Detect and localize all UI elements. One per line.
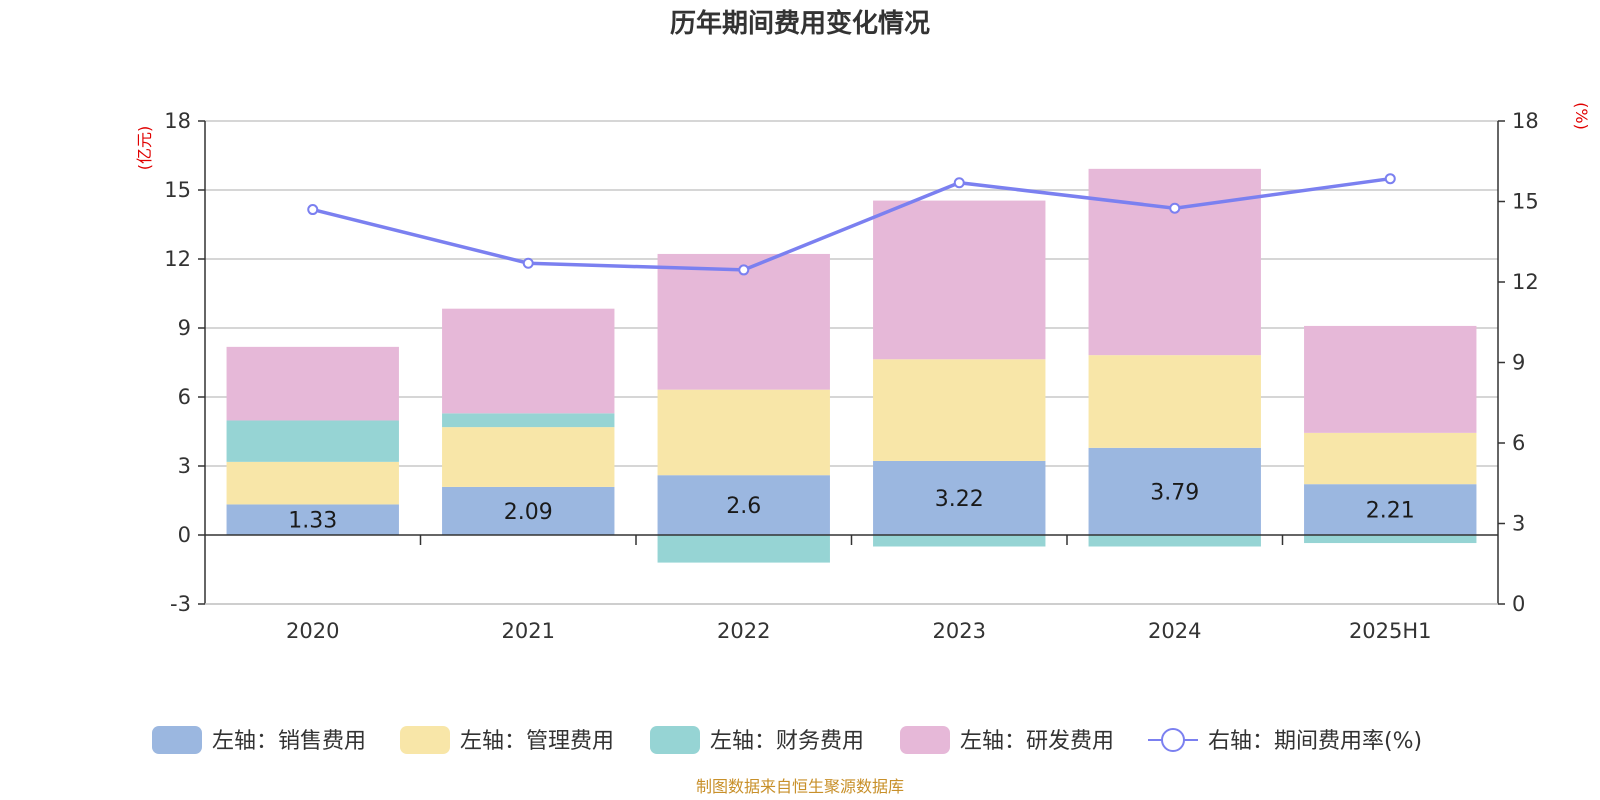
- bar: [442, 486, 615, 535]
- category-label: 2022: [717, 619, 770, 643]
- data-label: 2.09: [504, 500, 553, 525]
- chart-title: 历年期间费用变化情况: [670, 8, 930, 39]
- rate-point: [1384, 173, 1396, 185]
- category-label: 2025H1: [1349, 619, 1432, 643]
- bar: [873, 460, 1046, 535]
- bar: [1304, 325, 1477, 433]
- bar: [873, 200, 1046, 360]
- category-label: 2021: [502, 619, 555, 643]
- bar: [657, 253, 830, 390]
- bar: [657, 535, 830, 563]
- left-tick-label: 9: [178, 316, 191, 340]
- data-label: 3.22: [935, 487, 984, 512]
- category-label: 2024: [1148, 619, 1201, 643]
- data-label: 1.33: [288, 509, 337, 534]
- left-tick-label: 18: [164, 109, 191, 133]
- data-labels: 1.33 2.09 2.6 3.22 3.79 2.21: [288, 480, 1414, 533]
- bar: [657, 475, 830, 535]
- bar: [873, 359, 1046, 461]
- category-label: 2023: [933, 619, 986, 643]
- bar: [226, 346, 399, 421]
- legend-item: 左轴：研发费用: [900, 726, 1114, 754]
- bar: [1088, 535, 1261, 547]
- rate-line-path: [312, 176, 1391, 272]
- category-label: 2020: [286, 619, 339, 643]
- left-tick-label: -3: [170, 592, 191, 616]
- legend-label: 左轴：销售费用: [212, 729, 366, 754]
- bar: [1304, 535, 1477, 544]
- source-note: 制图数据来自恒生聚源数据库: [696, 777, 904, 796]
- data-label: 2.6: [726, 494, 761, 519]
- legend-label: 左轴：管理费用: [460, 729, 614, 754]
- rate-point: [1169, 202, 1181, 214]
- right-tick-label: 18: [1512, 109, 1539, 133]
- rate-line: [307, 173, 1396, 276]
- data-label: 2.21: [1366, 499, 1415, 524]
- bar: [657, 389, 830, 476]
- left-axis-unit: (亿元): [135, 126, 154, 171]
- right-tick-label: 0: [1512, 592, 1525, 616]
- right-tick-label: 6: [1512, 431, 1525, 455]
- left-tick-label: 0: [178, 523, 191, 547]
- legend-swatch: [152, 726, 202, 754]
- legend-swatch: [400, 726, 450, 754]
- bar: [1088, 447, 1261, 535]
- left-tick-label: 15: [164, 178, 191, 202]
- right-tick-label: 3: [1512, 512, 1525, 536]
- bar: [1304, 432, 1477, 485]
- bar: [1304, 484, 1477, 535]
- bar: [873, 535, 1046, 547]
- rate-point: [738, 264, 750, 276]
- bar: [226, 504, 399, 535]
- bar: [1088, 355, 1261, 448]
- right-tick-label: 15: [1512, 190, 1539, 214]
- legend: 左轴：销售费用 左轴：管理费用 左轴：财务费用 左轴：研发费用 右轴：期间费用率(%): [152, 726, 1422, 754]
- right-axis-unit: (%): [1572, 102, 1591, 130]
- left-tick-label: 6: [178, 385, 191, 409]
- axes: -3 0 3 6 9 12 15 18 0 3 6 9 12 15 18 2020 2021 2022 2023 20…: [164, 109, 1538, 643]
- legend-item: 左轴：销售费用: [152, 726, 366, 754]
- left-tick-label: 12: [164, 247, 191, 271]
- legend-label: 右轴：期间费用率(%): [1208, 729, 1422, 754]
- left-tick-label: 3: [178, 454, 191, 478]
- bar: [1088, 168, 1261, 356]
- legend-label: 左轴：财务费用: [710, 729, 864, 754]
- legend-item: 右轴：期间费用率(%): [1148, 728, 1422, 754]
- bar: [442, 308, 615, 414]
- right-tick-label: 9: [1512, 351, 1525, 375]
- bar: [442, 427, 615, 487]
- data-label: 3.79: [1150, 480, 1199, 505]
- legend-swatch: [650, 726, 700, 754]
- legend-item: 左轴：管理费用: [400, 726, 614, 754]
- bars: [226, 168, 1477, 563]
- bar: [442, 413, 615, 428]
- bar: [226, 461, 399, 505]
- bar: [226, 420, 399, 462]
- legend-swatch: [900, 726, 950, 754]
- grid-lines: [205, 120, 1498, 605]
- legend-marker: [1161, 728, 1185, 752]
- legend-label: 左轴：研发费用: [960, 729, 1114, 754]
- right-tick-label: 12: [1512, 270, 1539, 294]
- rate-point: [307, 204, 319, 216]
- legend-item: 左轴：财务费用: [650, 726, 864, 754]
- rate-point: [522, 257, 534, 269]
- rate-point: [953, 177, 965, 189]
